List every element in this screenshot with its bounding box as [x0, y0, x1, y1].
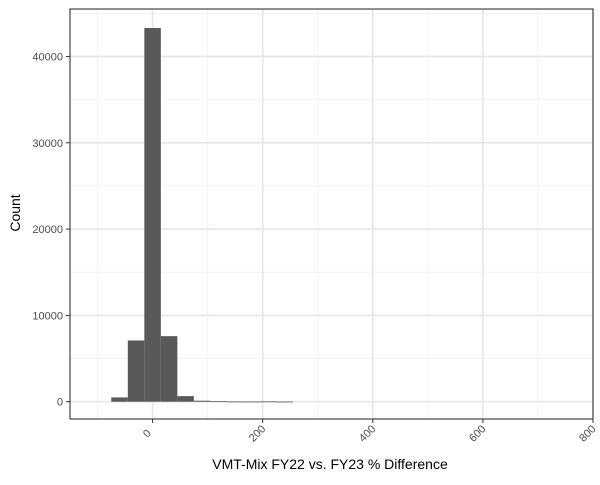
- x-tick-label: 200: [247, 423, 268, 444]
- histogram-bar: [160, 336, 178, 402]
- y-tick-label: 40000: [32, 51, 63, 63]
- histogram-bar: [210, 401, 227, 403]
- histogram-bar: [127, 340, 145, 402]
- histogram-bar: [177, 396, 194, 402]
- bar-layer: [111, 27, 293, 403]
- axis-layer: 0 200 400 600 800 0 10000 20000 30000 40000: [32, 8, 599, 445]
- plot-panel-border: [69, 8, 594, 420]
- histogram-bar: [259, 401, 277, 403]
- x-tick-label: 0: [141, 427, 154, 440]
- histogram-bar: [226, 401, 244, 403]
- y-tick-label: 20000: [32, 224, 63, 236]
- x-axis-title: VMT-Mix FY22 vs. FY23 % Difference: [212, 456, 448, 472]
- histogram-bar: [144, 27, 161, 402]
- y-tick-label: 10000: [32, 310, 63, 322]
- histogram-bar: [111, 397, 128, 402]
- x-tick-label: 800: [577, 423, 598, 444]
- x-tick-label: 400: [357, 423, 378, 444]
- histogram-bar: [243, 401, 260, 403]
- y-axis-title: Count: [7, 194, 23, 231]
- histogram-bar: [276, 401, 293, 403]
- y-tick-label: 30000: [32, 138, 63, 150]
- x-tick-label: 600: [467, 423, 488, 444]
- histogram-bar: [193, 400, 211, 402]
- y-tick-label: 0: [57, 397, 63, 409]
